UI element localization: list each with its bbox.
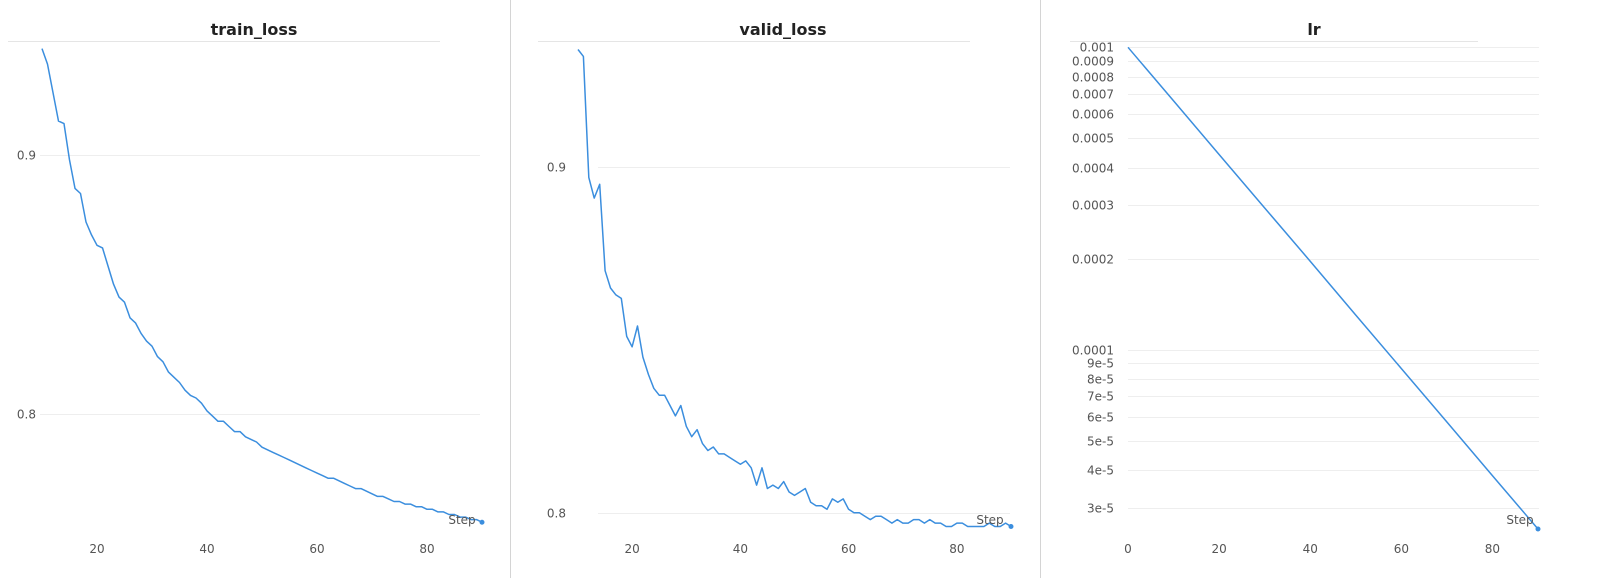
- y-tick-label: 0.0008: [1072, 71, 1114, 85]
- y-tick-label: 8e-5: [1087, 373, 1114, 387]
- panel-divider: [510, 0, 511, 578]
- lr-panel: lr 0.001 0.0009 0.0008 0.0007 0.0006 0.0005 0.0…: [1042, 0, 1598, 578]
- x-axis-label: Step: [976, 513, 1003, 527]
- x-tick-label: 60: [841, 542, 856, 556]
- y-tick-label: 0.0004: [1072, 162, 1114, 176]
- y-tick-label: 5e-5: [1087, 435, 1114, 449]
- x-tick-label: 0: [1124, 542, 1132, 556]
- y-tick-label: 0.9: [547, 161, 566, 175]
- series-line: [41, 48, 483, 523]
- panel-divider: [1040, 0, 1041, 578]
- x-tick-label: 60: [309, 542, 324, 556]
- x-tick-label: 80: [1485, 542, 1500, 556]
- y-tick-label: 9e-5: [1087, 357, 1114, 371]
- series-end-point: [479, 519, 485, 525]
- x-tick-label: 20: [624, 542, 639, 556]
- y-tick-label: 0.9: [17, 149, 36, 163]
- y-tick-label: 0.0007: [1072, 88, 1114, 102]
- series-line: [1127, 46, 1539, 530]
- y-tick-label: 0.0005: [1072, 132, 1114, 146]
- x-tick-label: 80: [949, 542, 964, 556]
- x-tick-label: 20: [89, 542, 104, 556]
- x-tick-label: 80: [419, 542, 434, 556]
- y-tick-label: 0.8: [547, 507, 566, 521]
- y-tick-label: 3e-5: [1087, 502, 1114, 516]
- y-tick-label: 6e-5: [1087, 411, 1114, 425]
- train-loss-chart: train_loss 0.8 0.9 20 40 60 80 Step: [8, 20, 485, 556]
- series-end-point: [1008, 524, 1014, 530]
- x-axis-label: Step: [448, 513, 475, 527]
- y-tick-label: 7e-5: [1087, 390, 1114, 404]
- x-tick-label: 40: [733, 542, 748, 556]
- train-loss-panel: train_loss 0.8 0.9 20 40 60 80 Step: [0, 0, 508, 578]
- y-tick-label: 0.0006: [1072, 108, 1114, 122]
- x-tick-label: 60: [1394, 542, 1409, 556]
- chart-title: lr: [1307, 20, 1320, 39]
- x-tick-label: 20: [1211, 542, 1226, 556]
- x-tick-label: 40: [1303, 542, 1318, 556]
- y-tick-label: 0.0009: [1072, 55, 1114, 69]
- y-tick-label: 0.0002: [1072, 253, 1114, 267]
- x-axis-label: Step: [1506, 513, 1533, 527]
- chart-title: valid_loss: [739, 20, 826, 39]
- series-end-point: [1535, 526, 1541, 532]
- y-tick-label: 0.8: [17, 408, 36, 422]
- y-tick-label: 0.0003: [1072, 199, 1114, 213]
- valid-loss-chart: valid_loss 0.8 0.9 20 40 60 80 Step: [538, 20, 1014, 556]
- valid-loss-panel: valid_loss 0.8 0.9 20 40 60 80 Step: [512, 0, 1039, 578]
- x-tick-label: 40: [199, 542, 214, 556]
- y-tick-label: 0.001: [1080, 41, 1114, 55]
- y-tick-label: 0.0001: [1072, 344, 1114, 358]
- y-tick-label: 4e-5: [1087, 464, 1114, 478]
- chart-title: train_loss: [211, 20, 298, 39]
- series-line: [577, 49, 1012, 528]
